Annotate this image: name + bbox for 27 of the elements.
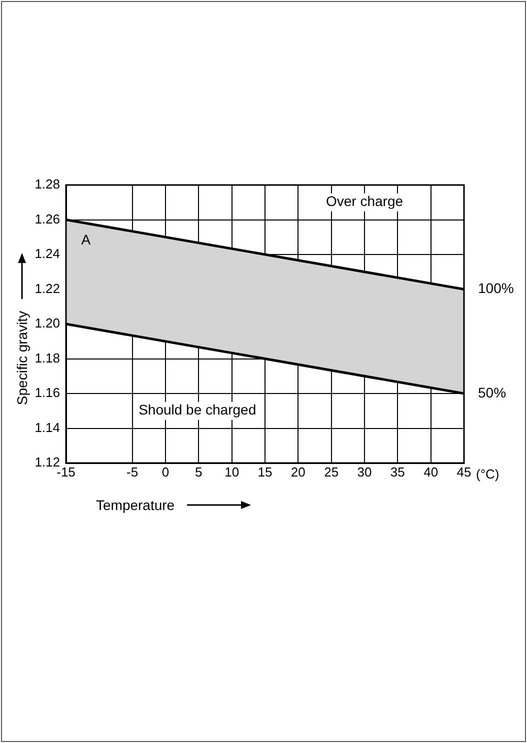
annotation: Over charge — [326, 193, 404, 210]
y-tick-label: 1.20 — [34, 316, 60, 331]
x-tick-label: 30 — [357, 464, 372, 480]
annotation: A — [81, 231, 92, 248]
text: (°C) — [476, 466, 500, 482]
y-tick-label: 1.18 — [34, 350, 60, 366]
x-tick-label: 0 — [162, 464, 170, 480]
y-axis-title: Specific gravity — [14, 310, 30, 406]
series-label: 100% — [478, 280, 514, 296]
y-tick-label: 1.22 — [34, 280, 60, 296]
y-tick-label: 1.24 — [34, 246, 60, 262]
y-tick-label: 1.28 — [34, 176, 60, 192]
series-label: 50% — [478, 384, 506, 400]
x-tick-label: 40 — [424, 464, 438, 480]
x-tick-label: 10 — [224, 464, 240, 480]
x-axis-title: Temperature — [96, 497, 175, 513]
x-tick-label: 35 — [390, 464, 405, 480]
x-tick-label: 5 — [195, 464, 202, 480]
y-tick-label: 1.14 — [34, 420, 60, 435]
y-tick-label: 1.26 — [34, 211, 60, 226]
x-tick-label: 25 — [324, 464, 339, 480]
annotation: Should be charged — [138, 402, 256, 418]
y-tick-label: 1.16 — [34, 385, 60, 400]
x-tick-label: 15 — [258, 464, 272, 480]
x-tick-label: 20 — [290, 464, 306, 480]
x-tick-label: 45 — [456, 464, 472, 480]
x-tick-label: -5 — [126, 464, 138, 480]
